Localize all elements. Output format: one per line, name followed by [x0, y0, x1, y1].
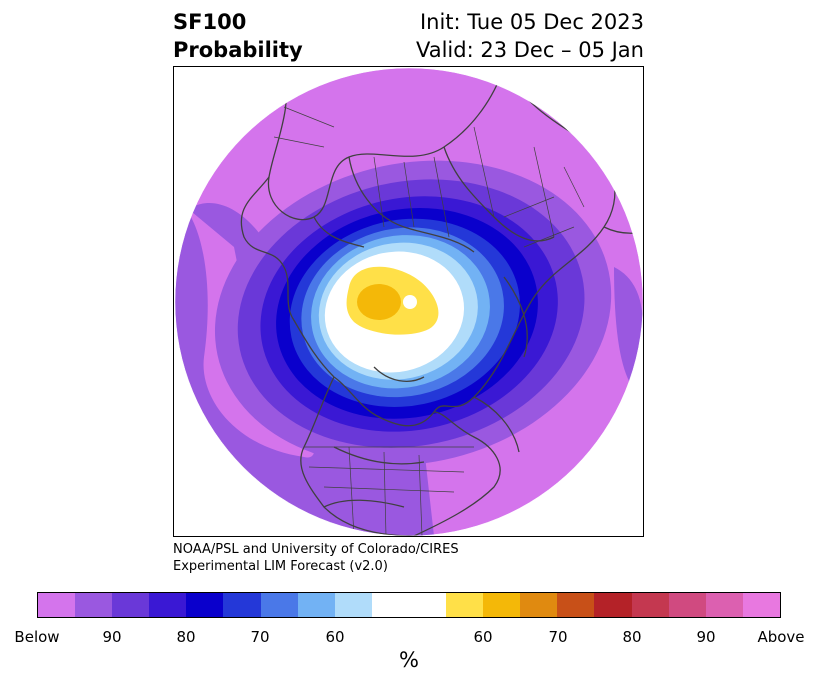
colorbar-segment	[483, 593, 521, 617]
colorbar-segment	[38, 593, 76, 617]
colorbar-segment	[112, 593, 150, 617]
colorbar-tick-label: 90	[696, 628, 716, 646]
colorbar	[37, 592, 781, 618]
title-line-1: SF100	[173, 10, 247, 34]
colorbar-segment	[446, 593, 484, 617]
colorbar-segment	[631, 593, 669, 617]
colorbar-unit: %	[399, 648, 419, 672]
colorbar-segment	[557, 593, 595, 617]
political-borders	[273, 106, 585, 536]
title-line-2: Probability	[173, 38, 303, 62]
credit-text: NOAA/PSL and University of Colorado/CIRE…	[173, 541, 459, 575]
colorbar-tick-label: 80	[622, 628, 642, 646]
colorbar-tick-label: Below	[14, 628, 60, 646]
colorbar-segment	[705, 593, 743, 617]
colorbar-tick-label: 60	[473, 628, 493, 646]
colorbar-tick-label: 70	[548, 628, 568, 646]
colorbar-segment	[260, 593, 298, 617]
colorbar-segment	[223, 593, 261, 617]
region-above2	[357, 284, 401, 320]
colorbar-segment	[668, 593, 706, 617]
colorbar-tick-label: 90	[102, 628, 122, 646]
colorbar-segment	[520, 593, 558, 617]
polar-map-svg	[174, 67, 643, 536]
init-date: Init: Tue 05 Dec 2023	[419, 10, 644, 34]
colorbar-tick-label: 60	[325, 628, 345, 646]
colorbar-segment	[149, 593, 187, 617]
colorbar-segment	[334, 593, 372, 617]
region-ring2-bottom	[554, 477, 643, 536]
map-title: SF100 Probability	[173, 8, 303, 64]
colorbar-segment	[186, 593, 224, 617]
probability-map	[173, 66, 644, 537]
valid-period: Valid: 23 Dec – 05 Jan	[415, 38, 644, 62]
credit-line-1: NOAA/PSL and University of Colorado/CIRE…	[173, 542, 459, 557]
colorbar-tick-label: 70	[250, 628, 270, 646]
colorbar-segment	[297, 593, 335, 617]
colorbar-segment	[408, 593, 447, 617]
colorbar-tick-label: 80	[176, 628, 196, 646]
credit-line-2: Experimental LIM Forecast (v2.0)	[173, 559, 388, 574]
forecast-dates: Init: Tue 05 Dec 2023 Valid: 23 Dec – 05…	[416, 8, 644, 64]
colorbar-segment	[75, 593, 113, 617]
colorbar-segment	[371, 593, 409, 617]
colorbar-tick-label: Above	[757, 628, 805, 646]
colorbar-segment	[742, 593, 780, 617]
colorbar-segment	[594, 593, 632, 617]
